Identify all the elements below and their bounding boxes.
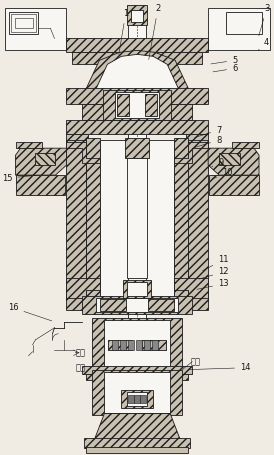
Bar [86, 446, 188, 453]
Bar [84, 438, 190, 448]
Bar [96, 298, 178, 312]
Bar [134, 394, 140, 403]
Bar [100, 299, 126, 311]
Bar [120, 340, 126, 350]
Polygon shape [174, 142, 208, 163]
Bar [82, 366, 192, 374]
Text: 1: 1 [119, 9, 128, 55]
Bar [127, 392, 147, 405]
Bar [11, 15, 36, 32]
Text: 10: 10 [213, 167, 233, 179]
Bar [115, 92, 159, 118]
Bar [86, 138, 100, 300]
Bar [66, 298, 86, 310]
Bar [66, 120, 208, 134]
Text: 3: 3 [259, 4, 269, 36]
Bar [72, 52, 202, 64]
Bar [152, 340, 158, 350]
Bar [148, 299, 174, 311]
Text: 13: 13 [197, 279, 229, 289]
Bar [136, 340, 142, 350]
Bar [104, 320, 170, 368]
Text: 14: 14 [188, 363, 250, 372]
Bar [66, 88, 208, 104]
Polygon shape [85, 51, 189, 90]
Bar [145, 94, 157, 116]
Text: 9: 9 [212, 157, 223, 167]
Bar [8, 12, 38, 35]
Bar [66, 140, 86, 300]
Polygon shape [174, 278, 208, 300]
Bar [100, 140, 174, 298]
Bar [82, 104, 192, 120]
Bar [209, 175, 259, 195]
Text: 11: 11 [203, 255, 229, 271]
Bar [186, 134, 208, 144]
Bar [104, 372, 170, 413]
Text: 出气: 出气 [190, 357, 200, 366]
Bar [86, 374, 188, 379]
Bar [92, 370, 182, 415]
Bar [15, 19, 33, 28]
Polygon shape [16, 148, 66, 175]
Bar [103, 90, 171, 120]
Polygon shape [219, 153, 240, 165]
Polygon shape [232, 142, 259, 148]
Bar [128, 340, 134, 350]
Bar [128, 394, 134, 403]
Text: 回油: 回油 [75, 363, 85, 372]
Bar [66, 134, 89, 144]
Circle shape [242, 21, 246, 25]
Bar [127, 5, 147, 25]
Bar [208, 9, 270, 51]
Polygon shape [35, 153, 55, 165]
Text: 12: 12 [199, 268, 229, 279]
Bar [82, 296, 192, 314]
Bar [127, 282, 147, 296]
Bar [121, 389, 153, 408]
Bar [131, 10, 143, 22]
Text: 进油: 进油 [75, 348, 85, 357]
Polygon shape [208, 148, 259, 175]
Bar [128, 140, 146, 298]
Bar [92, 318, 182, 370]
Bar [16, 175, 65, 195]
Text: 4: 4 [258, 38, 269, 51]
Polygon shape [66, 278, 100, 300]
Bar [5, 9, 66, 51]
Text: 2: 2 [149, 4, 161, 60]
Bar [226, 12, 262, 35]
Bar [117, 94, 129, 116]
Bar [142, 340, 166, 350]
Text: 16: 16 [8, 303, 52, 321]
Polygon shape [66, 142, 100, 163]
Text: 8: 8 [195, 136, 221, 147]
Bar [144, 340, 150, 350]
Bar [127, 158, 147, 278]
Text: 6: 6 [213, 64, 238, 73]
Bar [140, 394, 146, 403]
Bar [188, 298, 208, 310]
Bar [128, 10, 146, 440]
Polygon shape [94, 414, 180, 440]
Bar [188, 140, 208, 300]
Bar [66, 38, 208, 52]
Polygon shape [16, 142, 42, 148]
Bar [108, 340, 132, 350]
Text: 7: 7 [195, 126, 221, 137]
Polygon shape [95, 54, 179, 90]
Bar [174, 138, 188, 300]
Text: 5: 5 [211, 56, 237, 65]
Bar [125, 138, 149, 158]
Text: 15: 15 [2, 174, 36, 182]
Bar [123, 280, 151, 298]
Bar [112, 340, 118, 350]
